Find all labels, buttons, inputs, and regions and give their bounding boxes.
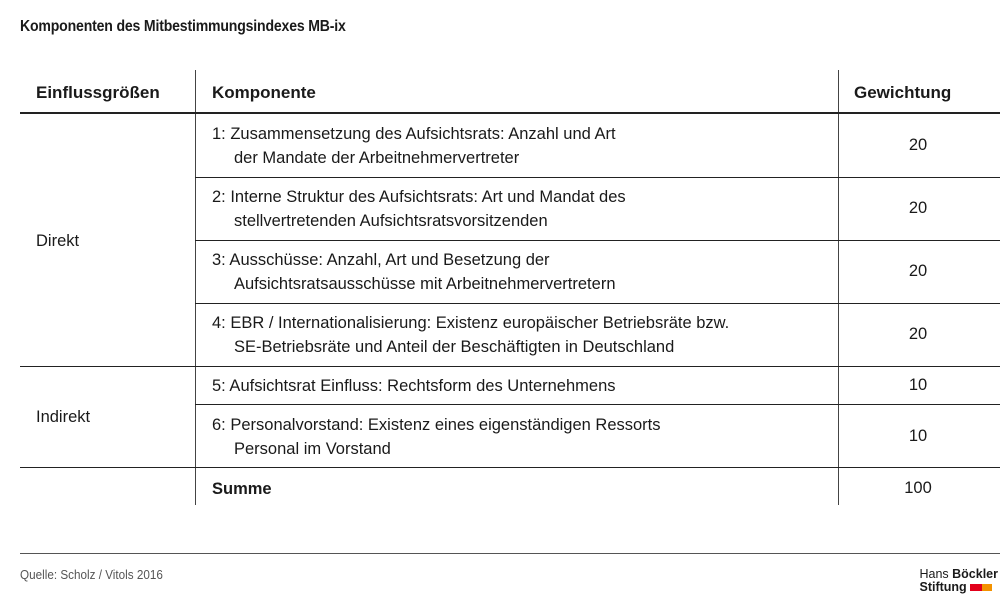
header-component: Komponente — [212, 83, 316, 102]
sum-weight: 100 — [904, 479, 932, 497]
logo-text: Böckler — [952, 567, 998, 581]
line: 6: Personalvorstand: Existenz eines eige… — [212, 416, 661, 434]
line: 4: EBR / Internationalisierung: Existenz… — [212, 314, 730, 332]
source-note: Quelle: Scholz / Vitols 2016 — [20, 567, 163, 582]
group-indirekt: Indirekt — [36, 408, 91, 426]
column-divider — [195, 70, 196, 505]
logo-bar-orange — [982, 584, 993, 592]
line: der Mandate der Arbeitnehmervertreter — [234, 149, 520, 167]
logo-bar-red — [970, 584, 983, 592]
table-row-2-weight: 20 — [908, 199, 928, 217]
footer-rule — [20, 553, 1000, 554]
table-row-1-component: 1: Zusammensetzung des Aufsichtsrats: An… — [212, 122, 832, 170]
table-row-3-component: 3: Ausschüsse: Anzahl, Art und Besetzung… — [212, 248, 832, 296]
page-title: Komponenten des Mitbestimmungsindexes MB… — [20, 18, 346, 35]
header-weight: Gewichtung — [854, 83, 952, 102]
hans-boeckler-stiftung-logo: Hans Böckler Stiftung — [919, 568, 998, 594]
table-row-5-weight: 10 — [908, 376, 928, 394]
table-row-4-weight: 20 — [908, 325, 928, 343]
table-row-1-weight: 20 — [908, 136, 928, 154]
group-direkt: Direkt — [36, 232, 80, 250]
line: Personal im Vorstand — [234, 440, 391, 458]
header-group: Einflussgrößen — [36, 83, 160, 102]
line: 2: Interne Struktur des Aufsichtsrats: A… — [212, 188, 626, 206]
sum-label: Summe — [212, 480, 272, 498]
column-divider — [838, 70, 839, 505]
table-row-2-component: 2: Interne Struktur des Aufsichtsrats: A… — [212, 185, 832, 233]
row-divider — [195, 240, 1000, 241]
row-divider — [195, 303, 1000, 304]
row-divider — [195, 404, 1000, 405]
line: 5: Aufsichtsrat Einfluss: Rechtsform des… — [212, 377, 616, 395]
row-divider — [195, 177, 1000, 178]
table-row-6-weight: 10 — [908, 427, 928, 445]
line: stellvertretenden Aufsichtsratsvorsitzen… — [234, 212, 548, 230]
logo-text: Hans — [919, 567, 953, 581]
line: 3: Ausschüsse: Anzahl, Art und Besetzung… — [212, 251, 550, 269]
group-divider — [20, 467, 1000, 468]
table-row-6-component: 6: Personalvorstand: Existenz eines eige… — [212, 413, 832, 461]
group-divider — [20, 366, 1000, 367]
line: 1: Zusammensetzung des Aufsichtsrats: An… — [212, 125, 616, 143]
table-row-4-component: 4: EBR / Internationalisierung: Existenz… — [212, 311, 832, 359]
line: SE-Betriebsräte und Anteil der Beschäfti… — [234, 338, 675, 356]
table-row-5-component: 5: Aufsichtsrat Einfluss: Rechtsform des… — [212, 374, 832, 398]
logo-text: Stiftung — [919, 580, 967, 594]
table-row-3-weight: 20 — [908, 262, 928, 280]
header-rule — [20, 112, 1000, 114]
line: Aufsichtsratsausschüsse mit Arbeitnehmer… — [234, 275, 616, 293]
